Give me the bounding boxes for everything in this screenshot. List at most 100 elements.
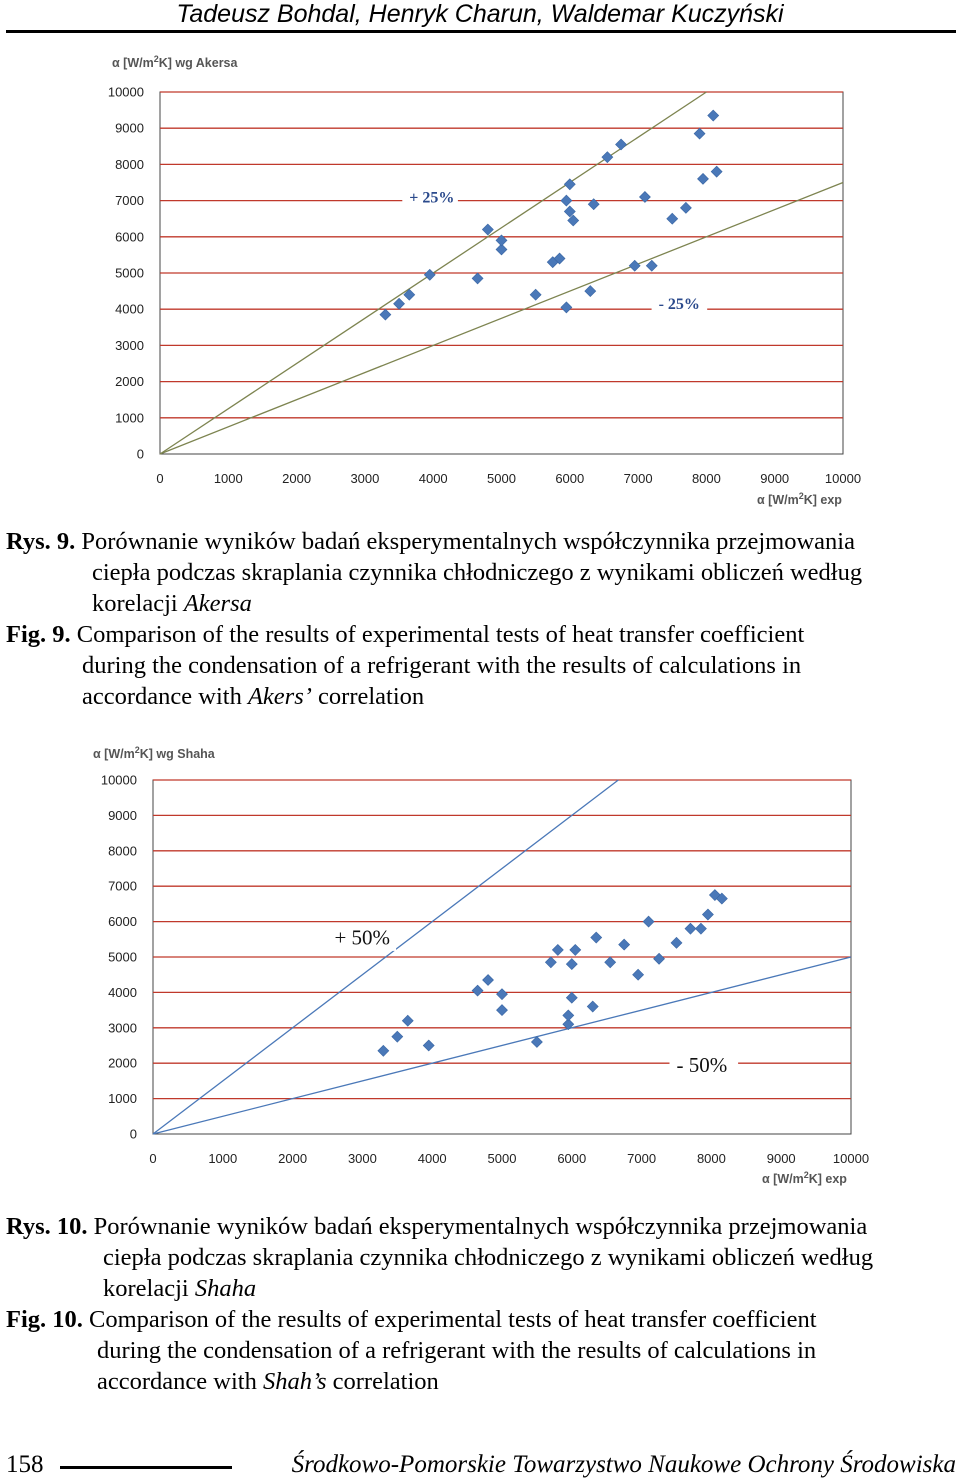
y-axis-title: α [W/m2K] wg Akersa	[112, 54, 239, 70]
data-point	[666, 212, 679, 225]
fig-10-line-1: Comparison of the results of experimenta…	[89, 1306, 817, 1333]
data-point	[551, 943, 564, 956]
rys-9-label: Rys. 9.	[6, 528, 76, 555]
x-tick-label: 1000	[208, 1151, 237, 1166]
fig-10-label: Fig. 10.	[6, 1306, 83, 1333]
deviation-label-plus: + 50%	[334, 926, 390, 950]
data-point	[529, 288, 542, 301]
data-point	[710, 165, 723, 178]
y-tick-label: 0	[130, 1127, 137, 1142]
data-point	[653, 952, 665, 965]
y-tick-label: 10000	[108, 85, 144, 100]
x-tick-label: 3000	[348, 1151, 377, 1166]
y-tick-label: 9000	[115, 121, 144, 136]
y-tick-label: 2000	[108, 1056, 137, 1071]
rys-10-correlation-name: Shaha	[194, 1275, 257, 1302]
y-tick-label: 10000	[101, 773, 137, 788]
x-tick-label: 2000	[282, 471, 311, 486]
x-tick-label: 3000	[350, 471, 379, 486]
data-point	[496, 988, 508, 1001]
x-tick-label: 7000	[627, 1151, 656, 1166]
rys-10-line-2: ciepła podczas skraplania czynnika chłod…	[103, 1244, 874, 1271]
fig-9-label: Fig. 9.	[6, 621, 71, 648]
x-tick-label: 7000	[624, 471, 653, 486]
data-point	[695, 922, 707, 935]
data-point	[377, 1044, 390, 1057]
running-header-authors: Tadeusz Bohdal, Henryk Charun, Waldemar …	[176, 0, 784, 28]
data-point	[553, 252, 566, 265]
y-tick-label: 5000	[115, 266, 144, 281]
deviation-label-minus: - 50%	[677, 1053, 728, 1077]
y-tick-label: 4000	[115, 302, 144, 317]
x-tick-label: 4000	[419, 471, 448, 486]
y-tick-label: 0	[137, 447, 144, 462]
rys-9-line-2: ciepła podczas skraplania czynnika chłod…	[92, 559, 863, 586]
y-tick-label: 7000	[115, 193, 144, 208]
data-point	[496, 1004, 508, 1017]
data-point	[615, 138, 627, 151]
x-tick-label: 8000	[697, 1151, 726, 1166]
figure-10-chart: 0 1000 2000 3000 4000 5000 6000 7000 8000 9000 100…	[93, 745, 869, 1186]
page-number: 158	[6, 1451, 44, 1478]
data-point	[471, 984, 484, 997]
annotation-background	[327, 926, 397, 951]
data-point	[423, 268, 436, 281]
data-point	[642, 915, 655, 928]
data-point	[401, 1014, 414, 1027]
y-tick-label: 6000	[115, 229, 144, 244]
data-point	[645, 259, 658, 272]
deviation-line-lower	[159, 181, 844, 455]
data-point	[562, 1018, 575, 1031]
data-point	[586, 1000, 599, 1013]
rys-9-line-1: Porównanie wyników badań eksperymentalny…	[81, 528, 855, 555]
data-point	[471, 272, 484, 285]
data-point	[618, 938, 631, 951]
data-point	[563, 178, 576, 191]
annotation-background	[669, 1054, 739, 1079]
y-tick-label: 5000	[108, 950, 137, 965]
figure-9-caption: Rys. 9. Porównanie wyników badań ekspery…	[6, 526, 956, 712]
x-tick-label: 10000	[833, 1151, 869, 1166]
data-point	[565, 958, 578, 971]
x-tick-label: 6000	[555, 471, 584, 486]
deviation-line-upper	[152, 779, 619, 1135]
x-tick-label: 1000	[214, 471, 243, 486]
x-tick-label: 9000	[767, 1151, 796, 1166]
x-tick-label: 9000	[760, 471, 789, 486]
data-point	[379, 308, 392, 321]
data-point	[391, 1030, 404, 1043]
footer-rule	[60, 1466, 232, 1469]
figure-10-caption: Rys. 10. Porównanie wyników badań eksper…	[6, 1211, 956, 1397]
fig-9-correlation-name: Akers’	[247, 683, 312, 710]
data-point	[715, 892, 728, 905]
data-point	[563, 205, 576, 218]
x-axis-title: α [W/m2K] exp	[762, 1170, 847, 1186]
deviation-line-lower	[152, 956, 852, 1135]
figure-9-chart: 0 1000 2000 3000 4000 5000 6000 7000 8000 9000 100…	[108, 54, 861, 507]
data-point	[530, 1036, 543, 1048]
data-point	[481, 223, 494, 236]
y-tick-label: 3000	[108, 1020, 137, 1035]
rys-10-line-1: Porównanie wyników badań eksperymentalny…	[93, 1213, 868, 1240]
data-point	[569, 943, 582, 956]
data-point	[670, 936, 683, 949]
data-point	[590, 931, 603, 944]
y-tick-label: 1000	[115, 410, 144, 425]
rys-10-line-3: korelacji Shaha	[103, 1275, 257, 1302]
data-point	[639, 191, 651, 203]
y-tick-label: 1000	[108, 1091, 137, 1106]
x-tick-label: 10000	[825, 471, 861, 486]
data-point	[707, 109, 720, 122]
annotation-background	[402, 188, 458, 208]
y-tick-label: 3000	[115, 338, 144, 353]
data-point	[422, 1039, 435, 1052]
data-point	[601, 151, 614, 164]
data-point	[587, 198, 600, 211]
x-tick-label: 6000	[557, 1151, 586, 1166]
data-point	[495, 243, 508, 256]
journal-name: Środkowo-Pomorskie Towarzystwo Naukowe O…	[291, 1451, 956, 1478]
header-rule	[6, 30, 956, 33]
data-point	[632, 968, 645, 981]
rys-10-label: Rys. 10.	[6, 1213, 88, 1240]
x-tick-label: 4000	[418, 1151, 447, 1166]
